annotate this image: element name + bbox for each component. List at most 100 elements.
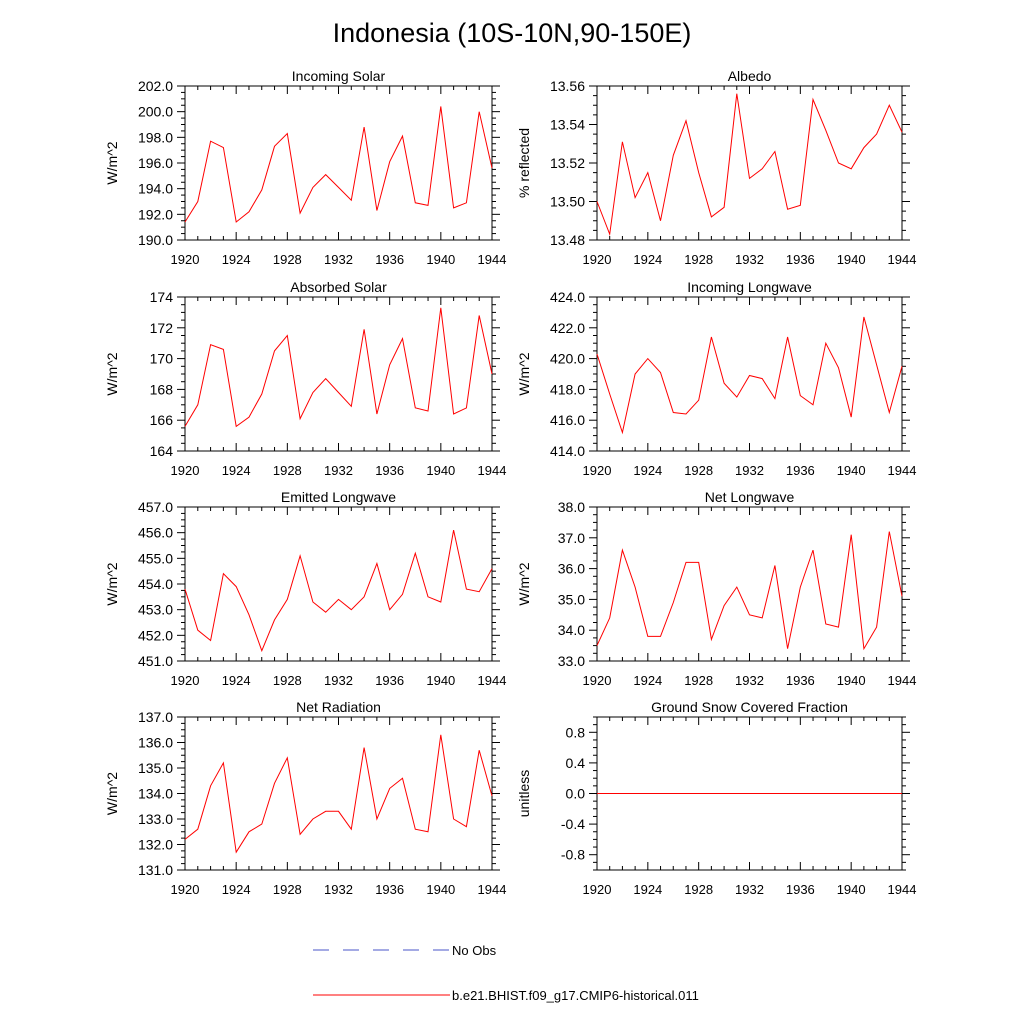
y-tick-label: 457.0 [138, 499, 173, 515]
x-tick-label: 1924 [633, 673, 662, 688]
y-tick-label: 34.0 [558, 622, 585, 638]
x-tick-label: 1940 [426, 463, 455, 478]
series-line [184, 734, 493, 854]
panels: Incoming Solar W/m^2 1920 1924 1928 1932 1936 1… [104, 68, 916, 897]
y-tick-label: 190.0 [138, 232, 173, 248]
y-tick-label: 0.0 [566, 786, 586, 802]
y-tick-label: 33.0 [558, 653, 585, 669]
series-line [184, 307, 493, 428]
y-axis-label: W/m^2 [104, 141, 120, 184]
x-tick-label: 1944 [888, 252, 917, 267]
y-tick-label: 164 [150, 443, 174, 459]
y-tick-label: 13.54 [550, 117, 585, 133]
series-line [184, 106, 493, 223]
x-tick-label: 1932 [735, 673, 764, 688]
plot-frame [184, 296, 493, 452]
y-tick-label: -0.4 [561, 816, 585, 832]
x-tick-label: 1932 [324, 882, 353, 897]
y-axis-label: unitless [516, 770, 532, 817]
x-tick-label: 1924 [222, 882, 251, 897]
y-tick-label: 37.0 [558, 530, 585, 546]
x-tick-label: 1936 [375, 673, 404, 688]
y-tick-label: 420.0 [550, 351, 585, 367]
y-tick-label: 131.0 [138, 862, 173, 878]
y-tick-label: 172 [150, 320, 174, 336]
y-tick-label: 174 [150, 289, 174, 305]
plot-frame [184, 85, 493, 241]
y-tick-label: 135.0 [138, 760, 173, 776]
y-tick-label: 194.0 [138, 181, 173, 197]
plot-frame [184, 716, 493, 871]
x-tick-label: 1936 [375, 882, 404, 897]
y-tick-label: 456.0 [138, 525, 173, 541]
x-tick-label: 1928 [684, 673, 713, 688]
y-tick-label: 133.0 [138, 811, 173, 827]
legend-label-no-obs: No Obs [452, 943, 497, 958]
panel-6: Net Longwave W/m^2 1920 1924 1928 1932 1936 194… [516, 489, 916, 688]
x-tick-label: 1944 [888, 463, 917, 478]
x-tick-label: 1940 [426, 252, 455, 267]
x-tick-label: 1936 [786, 463, 815, 478]
x-tick-label: 1944 [888, 882, 917, 897]
x-tick-label: 1940 [426, 882, 455, 897]
panel-3: Absorbed Solar W/m^2 1920 1924 1928 1932 1936 1… [104, 279, 506, 478]
x-tick-label: 1924 [222, 673, 251, 688]
y-tick-label: 137.0 [138, 709, 173, 725]
y-tick-label: 13.50 [550, 194, 585, 210]
x-tick-label: 1928 [684, 252, 713, 267]
panel-7: Net Radiation W/m^2 1920 1924 1928 1932 1936 19… [104, 699, 506, 897]
y-tick-label: 455.0 [138, 550, 173, 566]
series-line [596, 531, 903, 651]
panel-2: Albedo % reflected 1920 1924 1928 1932 1936 194… [516, 68, 916, 267]
y-tick-label: 134.0 [138, 786, 173, 802]
y-tick-label: 0.4 [566, 755, 586, 771]
y-axis-label: W/m^2 [516, 352, 532, 395]
y-tick-label: 13.52 [550, 155, 585, 171]
y-tick-label: 424.0 [550, 289, 585, 305]
x-tick-label: 1920 [583, 673, 612, 688]
x-tick-label: 1936 [786, 673, 815, 688]
y-tick-label: 13.56 [550, 78, 585, 94]
y-tick-label: 198.0 [138, 129, 173, 145]
panel-4: Incoming Longwave W/m^2 1920 1924 1928 1932 19… [516, 279, 916, 478]
y-tick-label: 453.0 [138, 602, 173, 618]
panel-title: Absorbed Solar [290, 279, 387, 295]
y-tick-label: 35.0 [558, 591, 585, 607]
y-axis-label: % reflected [516, 128, 532, 198]
y-tick-label: 422.0 [550, 320, 585, 336]
y-tick-label: 132.0 [138, 837, 173, 853]
x-tick-label: 1932 [324, 673, 353, 688]
x-tick-label: 1924 [633, 463, 662, 478]
series-line [184, 529, 493, 653]
y-tick-label: 414.0 [550, 443, 585, 459]
panel-title: Emitted Longwave [281, 489, 396, 505]
panel-title: Incoming Longwave [687, 279, 812, 295]
x-tick-label: 1928 [273, 252, 302, 267]
y-tick-label: 196.0 [138, 155, 173, 171]
series-line [596, 316, 903, 435]
panel-title: Incoming Solar [292, 68, 386, 84]
x-tick-label: 1924 [222, 463, 251, 478]
x-tick-label: 1920 [171, 252, 200, 267]
y-tick-label: 416.0 [550, 412, 585, 428]
x-tick-label: 1940 [837, 463, 866, 478]
x-tick-label: 1936 [786, 882, 815, 897]
panel-5: Emitted Longwave W/m^2 1920 1924 1928 1932 193… [104, 489, 506, 688]
panel-title: Albedo [728, 68, 772, 84]
y-axis-label: W/m^2 [104, 352, 120, 395]
x-tick-label: 1936 [375, 252, 404, 267]
panel-title: Net Longwave [705, 489, 795, 505]
x-tick-label: 1928 [273, 673, 302, 688]
x-tick-label: 1940 [837, 252, 866, 267]
panel-1: Incoming Solar W/m^2 1920 1924 1928 1932 1936 1… [104, 68, 506, 267]
legend: No Obs b.e21.BHIST.f09_g17.CMIP6-histori… [313, 943, 699, 1003]
x-tick-label: 1920 [171, 463, 200, 478]
plot-frame [184, 506, 493, 662]
x-tick-label: 1944 [478, 252, 507, 267]
x-tick-label: 1928 [273, 463, 302, 478]
y-axis-label: W/m^2 [104, 562, 120, 605]
x-tick-label: 1944 [478, 463, 507, 478]
y-axis-label: W/m^2 [516, 562, 532, 605]
x-tick-label: 1920 [171, 673, 200, 688]
